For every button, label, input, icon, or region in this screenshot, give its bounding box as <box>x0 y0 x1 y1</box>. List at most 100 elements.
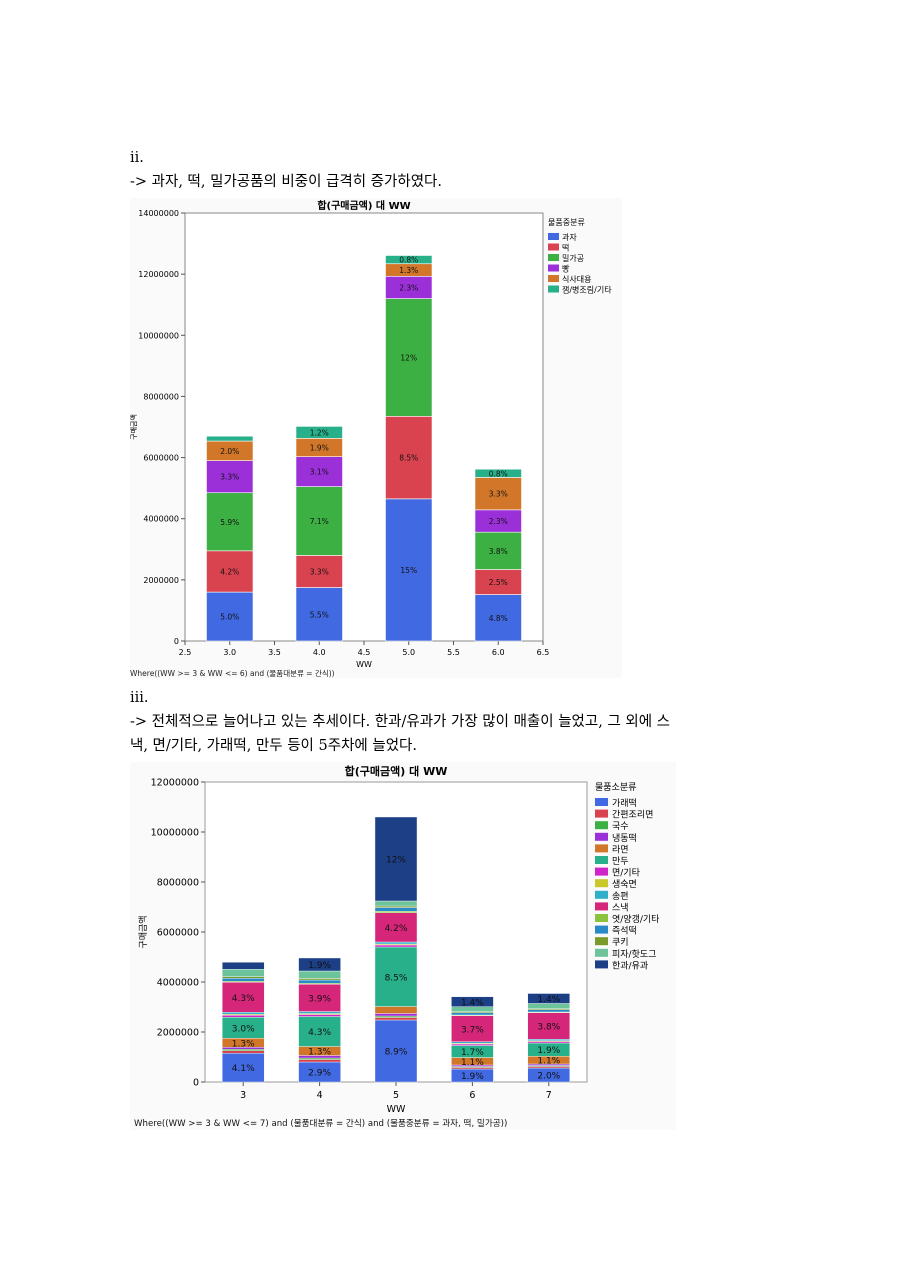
x-axis-label: WW <box>356 660 372 669</box>
section-number-ii: ii. <box>130 150 144 166</box>
legend-entry: 가래떡 <box>612 798 637 809</box>
legend-entry: 만두 <box>612 856 629 867</box>
bar-segment <box>221 1012 265 1015</box>
x-tick-label: 4.5 <box>358 648 371 657</box>
y-tick-label: 14000000 <box>138 209 179 218</box>
bar-segment <box>206 492 254 552</box>
bar-segment <box>221 1015 265 1018</box>
data-label: 15% <box>400 566 417 575</box>
legend-swatch <box>595 948 608 957</box>
bar-segment <box>474 468 522 478</box>
y-tick-label: 12000000 <box>138 270 179 279</box>
legend-entry: 한과/유과 <box>612 960 648 971</box>
x-tick-label: 3 <box>240 1090 246 1101</box>
x-tick-label: 5.5 <box>447 648 460 657</box>
data-label: 3.9% <box>308 994 331 1004</box>
data-label: 4.3% <box>308 1028 331 1038</box>
data-label: 2.0% <box>537 1072 560 1082</box>
chart-footer: Where((WW >= 3 & WW <= 7) and (물품대분류 = 간… <box>134 1117 507 1129</box>
x-tick-label: 6.5 <box>537 648 550 657</box>
section-text-ii: -> 과자, 떡, 밀가공품의 비중이 급격히 증가하였다. <box>130 174 442 190</box>
data-label: 5.5% <box>310 610 329 619</box>
legend-swatch <box>595 914 608 922</box>
bar-segment <box>374 1019 418 1083</box>
x-tick-label: 3.5 <box>268 648 281 657</box>
bar-segment <box>374 912 418 943</box>
legend-swatch <box>595 821 608 830</box>
bar-segment <box>527 1009 571 1013</box>
chart-sub-category: 합(구매금액) 대 WW 0 2000000 4000000 6000000 800000… <box>130 762 676 1130</box>
bar-segment <box>385 298 433 417</box>
section-text-iii-line2: 낵, 면/기타, 가래떡, 만두 등이 5주차에 늘었다. <box>130 738 417 754</box>
y-tick-label: 2000000 <box>157 1028 199 1039</box>
bar-segment <box>451 1012 494 1016</box>
bar-segment <box>221 969 265 977</box>
data-label: 5.9% <box>220 518 239 527</box>
bar-segment <box>221 978 265 982</box>
bar-segment <box>221 962 265 970</box>
y-tick-label: 4000000 <box>143 515 179 524</box>
legend-entry: 식사대용 <box>562 275 591 284</box>
bar-segment <box>451 1043 494 1046</box>
bar-segment <box>374 946 418 1007</box>
bar-segment <box>374 900 418 907</box>
legend-entry: 국수 <box>612 821 629 832</box>
bar-segment <box>298 1057 341 1060</box>
data-label: 8.5% <box>399 454 418 463</box>
x-tick-label: 5.0 <box>402 648 415 657</box>
section-number-iii: iii. <box>130 690 149 706</box>
data-label: 3.8% <box>489 547 508 556</box>
data-label: 1.3% <box>232 1039 255 1049</box>
legend-entry: 즉석떡 <box>612 926 637 937</box>
data-label: 2.3% <box>489 517 508 526</box>
x-tick-label: 4.0 <box>313 648 326 657</box>
bar-segment <box>295 555 343 588</box>
data-label: 8.9% <box>385 1048 408 1058</box>
data-label: 7.1% <box>310 517 329 526</box>
legend-swatch <box>595 879 608 888</box>
data-label: 4.8% <box>489 614 508 623</box>
data-label: 4.1% <box>232 1064 255 1074</box>
data-label: 3.7% <box>461 1025 484 1035</box>
bar-segment <box>385 416 433 500</box>
bar-segment <box>527 1012 571 1040</box>
data-label: 1.4% <box>461 998 484 1008</box>
bar-segment <box>527 1039 571 1041</box>
section-text-iii-line1: -> 전체적으로 늘어나고 있는 추세이다. 한과/유과가 가장 많이 매출이 … <box>130 714 671 730</box>
bar-segment <box>221 976 265 979</box>
legend-entry: 쿠키 <box>612 937 629 948</box>
legend-swatch <box>595 856 608 864</box>
data-label: 1.4% <box>537 995 560 1005</box>
bar-segment <box>298 1059 341 1063</box>
bar-segment <box>385 498 433 642</box>
y-tick-label: 8000000 <box>157 878 199 889</box>
data-label: 12% <box>386 856 406 866</box>
y-tick-label: 6000000 <box>157 928 199 939</box>
bar-segment <box>527 1066 571 1069</box>
data-label: 1.3% <box>399 266 418 275</box>
legend-swatch <box>595 925 608 934</box>
bar-segment <box>206 460 254 494</box>
data-label: 5.0% <box>220 613 239 622</box>
y-tick-label: 0 <box>193 1078 199 1089</box>
x-tick-label: 2.5 <box>179 648 192 657</box>
data-label: 4.2% <box>220 567 239 576</box>
bar-segment <box>474 531 522 570</box>
y-tick-label: 4000000 <box>157 978 199 989</box>
legend-swatch <box>548 285 559 293</box>
bar-segment <box>206 435 254 442</box>
y-tick-label: 12000000 <box>151 778 199 789</box>
legend-entry: 면/기타 <box>612 868 641 879</box>
legend-swatch <box>548 243 559 251</box>
bar-segment <box>374 905 418 908</box>
bar-segment <box>295 426 343 439</box>
data-label: 2.0% <box>220 447 239 456</box>
data-label: 1.9% <box>537 1046 560 1056</box>
x-tick-label: 6.0 <box>492 648 505 657</box>
chart-middle-category: 합(구매금액) 대 WW 0 2000000 4000000 6000000 800000… <box>130 198 622 678</box>
legend-swatch <box>595 890 608 899</box>
legend-title: 물품중분류 <box>548 218 585 227</box>
data-label: 3.3% <box>489 490 508 499</box>
bar-segment <box>474 569 522 595</box>
bar-segment <box>374 911 418 913</box>
